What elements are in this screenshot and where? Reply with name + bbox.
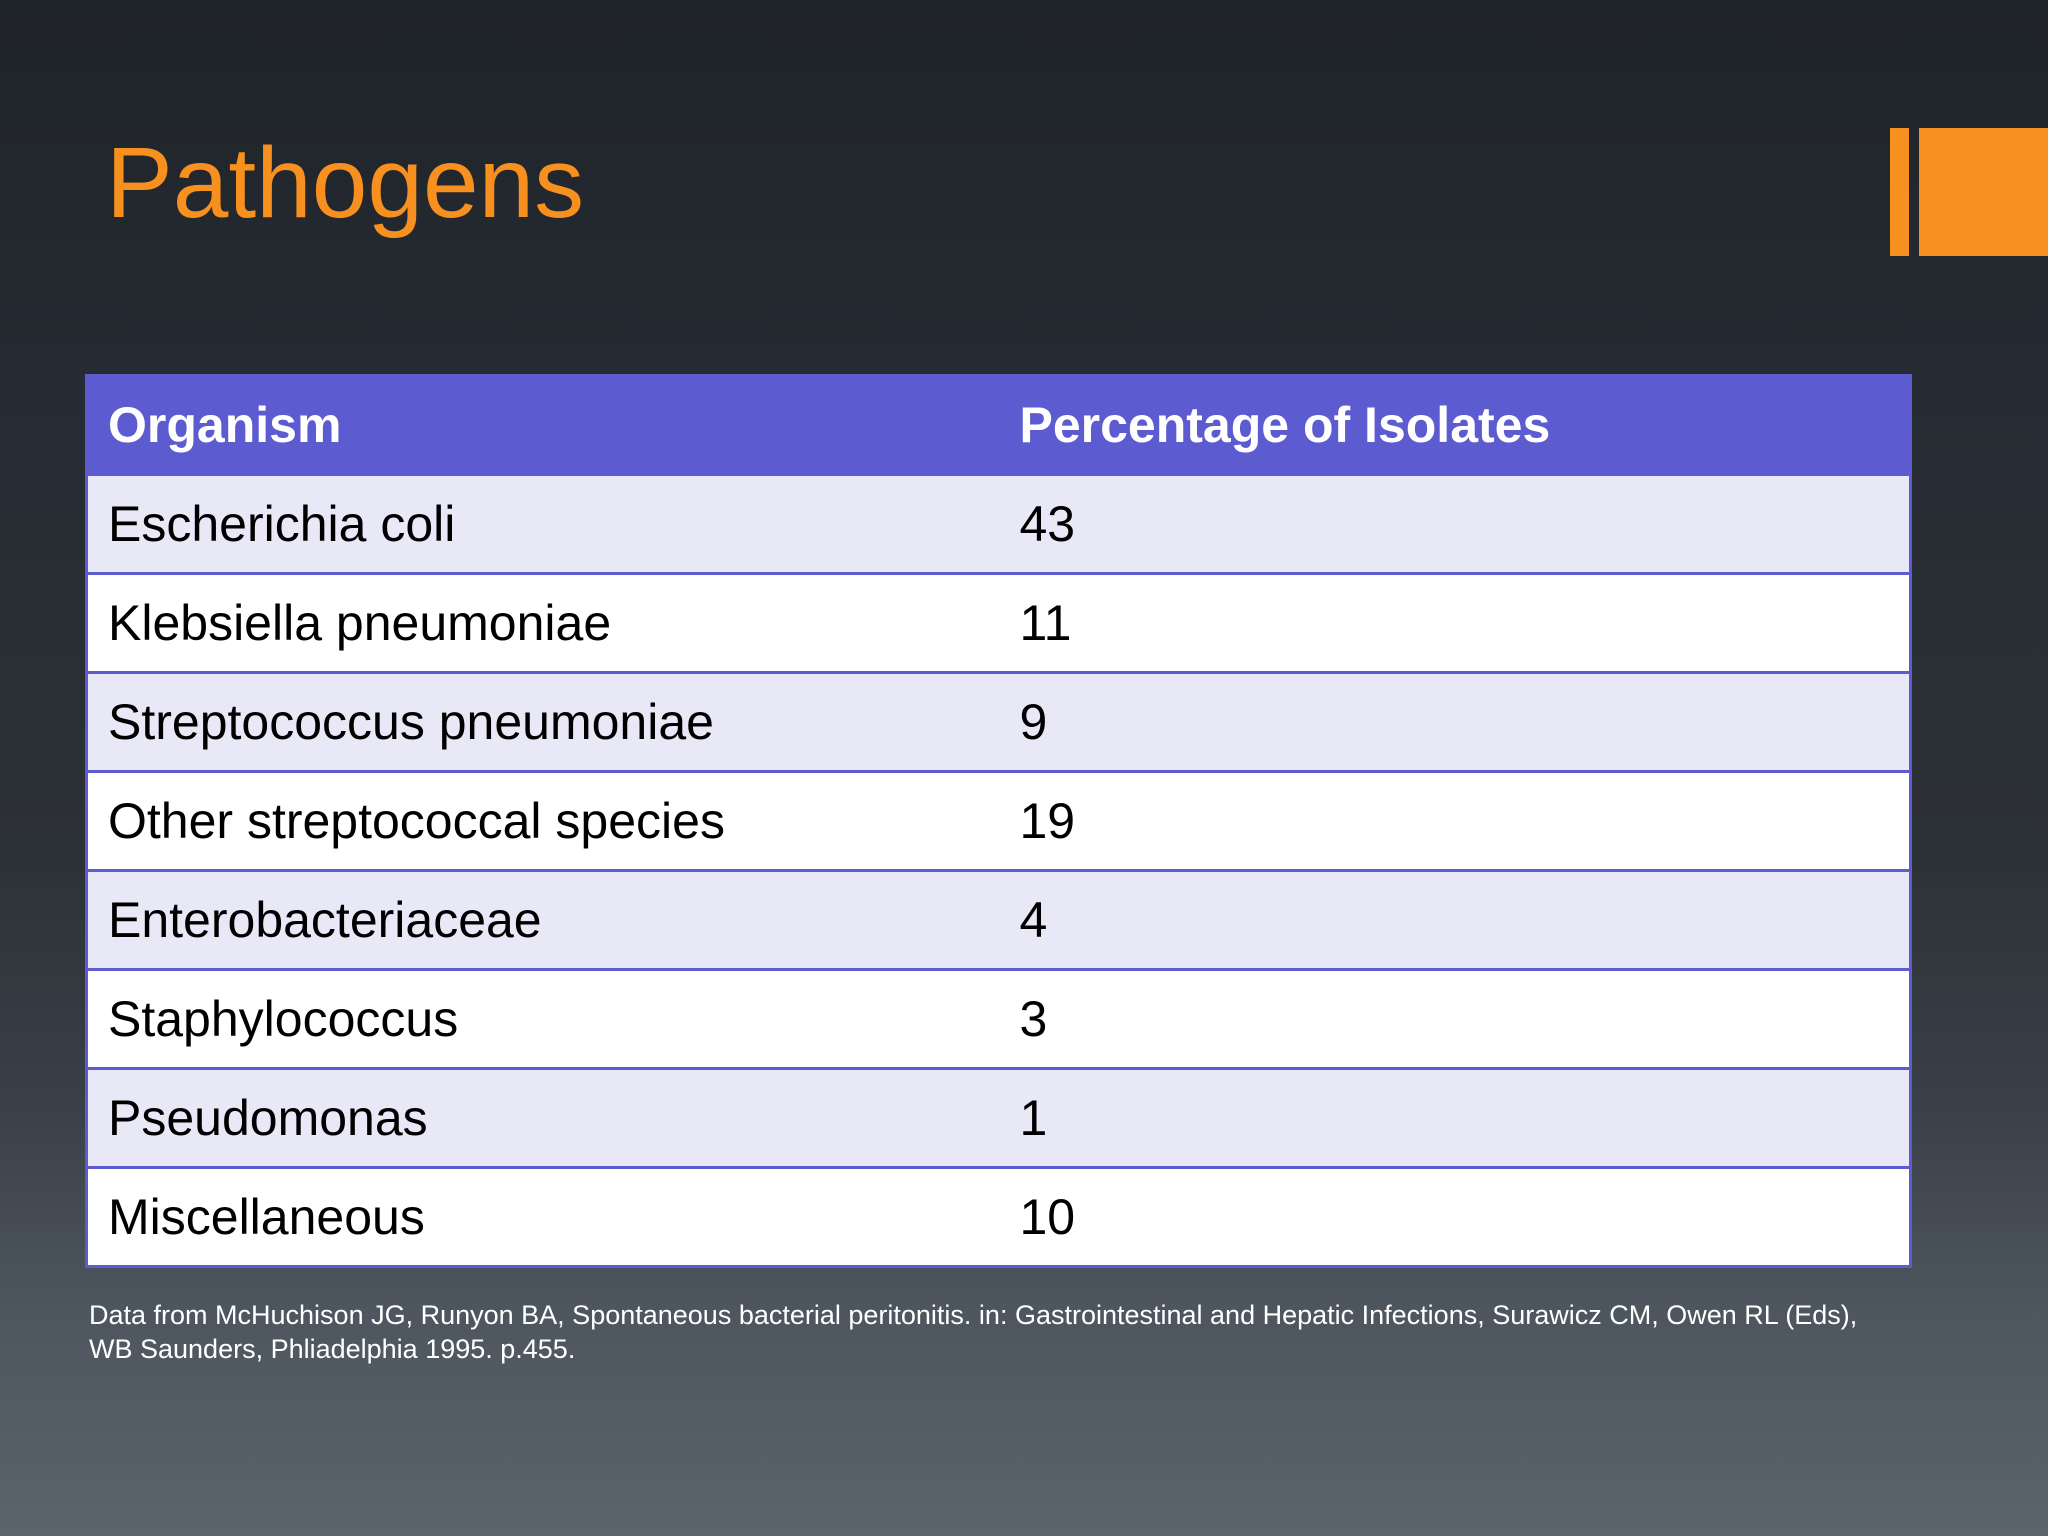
percentage-cell: 11 — [999, 572, 1911, 673]
title-accent-bar — [1890, 128, 1909, 256]
table-row: Enterobacteriaceae 4 — [86, 869, 1911, 970]
table-row: Staphylococcus 3 — [86, 968, 1911, 1069]
table-row: Miscellaneous 10 — [86, 1166, 1911, 1267]
organism-cell: Miscellaneous — [86, 1166, 1000, 1267]
source-footnote: Data from McHuchison JG, Runyon BA, Spon… — [89, 1300, 1858, 1364]
table-header-row: Organism Percentage of Isolates — [86, 375, 1911, 475]
title-accent-block — [1919, 128, 2048, 256]
pathogens-table: Organism Percentage of Isolates Escheric… — [85, 374, 1912, 1268]
percentage-cell: 3 — [999, 968, 1911, 1069]
table-row: Escherichia coli 43 — [86, 473, 1911, 574]
organism-cell: Other streptococcal species — [86, 770, 1000, 871]
table-row: Klebsiella pneumoniae 11 — [86, 572, 1911, 673]
organism-cell: Pseudomonas — [86, 1067, 1000, 1168]
percentage-cell: 19 — [999, 770, 1911, 871]
percentage-cell: 9 — [999, 671, 1911, 772]
organism-cell: Streptococcus pneumoniae — [86, 671, 1000, 772]
percentage-cell: 10 — [999, 1166, 1911, 1267]
organism-cell: Escherichia coli — [86, 473, 1000, 574]
percentage-cell: 43 — [999, 473, 1911, 574]
table-row: Streptococcus pneumoniae 9 — [86, 671, 1911, 772]
percentage-cell: 1 — [999, 1067, 1911, 1168]
organism-cell: Enterobacteriaceae — [86, 869, 1000, 970]
column-header-percentage: Percentage of Isolates — [999, 375, 1911, 475]
column-header-organism: Organism — [86, 375, 1000, 475]
table-row: Pseudomonas 1 — [86, 1067, 1911, 1168]
table-row: Other streptococcal species 19 — [86, 770, 1911, 871]
organism-cell: Staphylococcus — [86, 968, 1000, 1069]
slide-title: Pathogens — [106, 127, 585, 239]
organism-cell: Klebsiella pneumoniae — [86, 572, 1000, 673]
percentage-cell: 4 — [999, 869, 1911, 970]
